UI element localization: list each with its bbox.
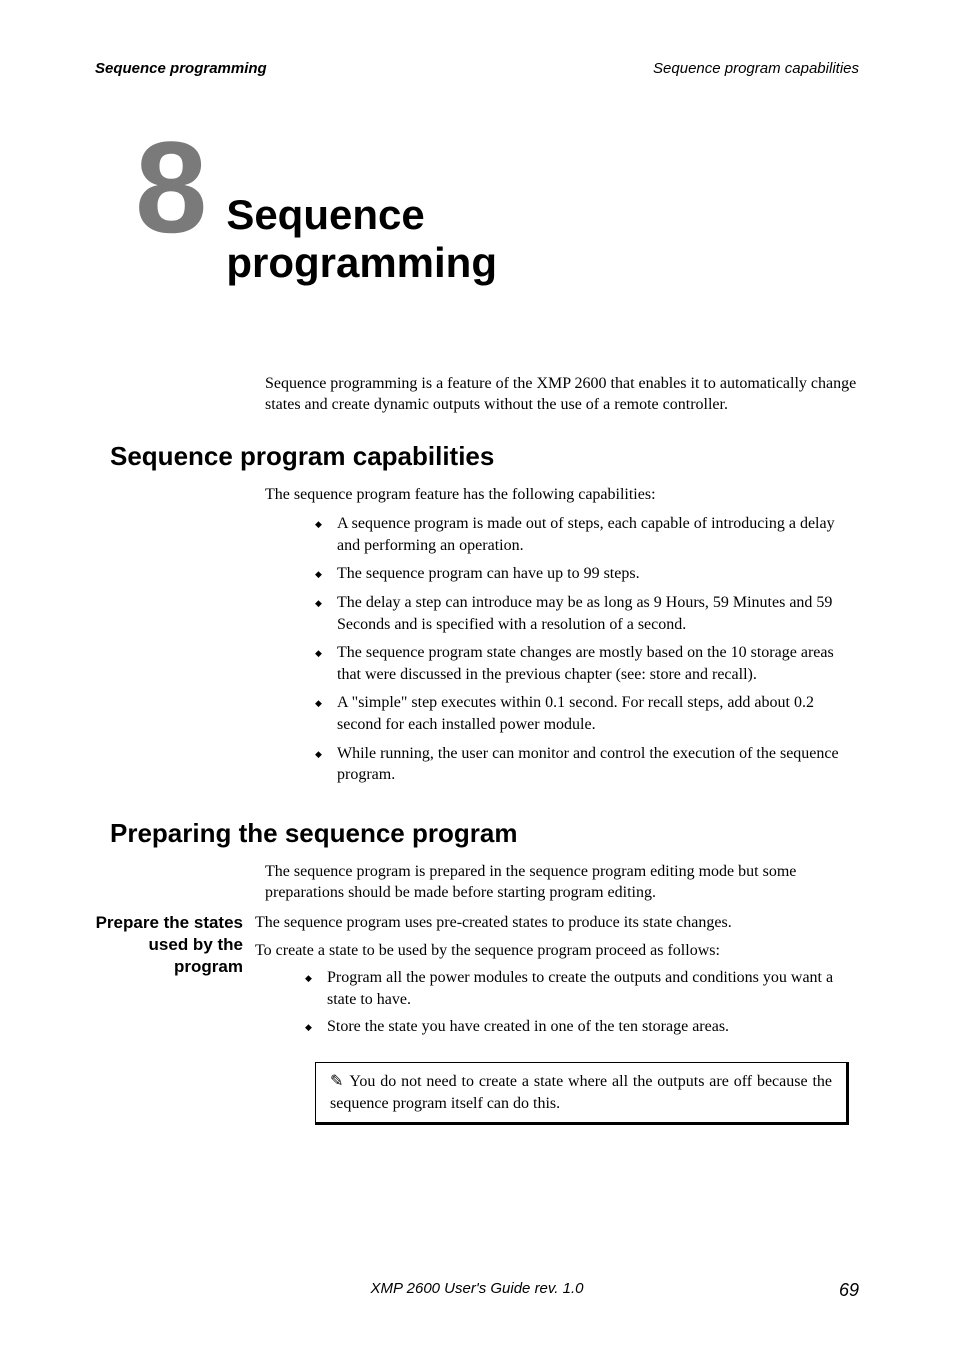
sidebar-content-row: Prepare the states used by the program T…: [95, 912, 859, 1044]
list-item: Store the state you have created in one …: [305, 1016, 859, 1038]
section-capabilities-heading: Sequence program capabilities: [110, 441, 859, 472]
note-icon: ✎: [330, 1073, 343, 1090]
footer-page-number: 69: [839, 1280, 859, 1301]
note-box: ✎You do not need to create a state where…: [315, 1062, 849, 1125]
header-left: Sequence programming: [95, 60, 267, 77]
body-paragraph: To create a state to be used by the sequ…: [255, 940, 859, 962]
sidebar-body: The sequence program uses pre-created st…: [255, 912, 859, 1044]
chapter-block: 8 Sequence programming: [95, 132, 859, 243]
section-preparing-intro: The sequence program is prepared in the …: [265, 861, 859, 904]
page-header: Sequence programming Sequence program ca…: [95, 60, 859, 77]
chapter-title-line1: Sequence: [226, 191, 424, 238]
list-item: The delay a step can introduce may be as…: [315, 592, 849, 635]
prepare-list: Program all the power modules to create …: [305, 967, 859, 1038]
list-item: A "simple" step executes within 0.1 seco…: [315, 692, 849, 735]
footer-center: XMP 2600 User's Guide rev. 1.0: [371, 1280, 584, 1297]
chapter-title-line2: programming: [226, 239, 497, 286]
section-capabilities-intro: The sequence program feature has the fol…: [265, 484, 859, 506]
sidebar-label: Prepare the states used by the program: [95, 912, 255, 1044]
body-paragraph: The sequence program uses pre-created st…: [255, 912, 859, 934]
header-right: Sequence program capabilities: [653, 60, 859, 77]
page-footer: XMP 2600 User's Guide rev. 1.0 69: [95, 1280, 859, 1301]
list-item: The sequence program can have up to 99 s…: [315, 563, 849, 585]
capabilities-list: A sequence program is made out of steps,…: [315, 513, 849, 786]
list-item: Program all the power modules to create …: [305, 967, 859, 1010]
list-item: The sequence program state changes are m…: [315, 642, 849, 685]
list-item: While running, the user can monitor and …: [315, 743, 849, 786]
list-item: A sequence program is made out of steps,…: [315, 513, 849, 556]
chapter-number: 8: [135, 132, 207, 243]
section-preparing-heading: Preparing the sequence program: [110, 818, 859, 849]
intro-paragraph: Sequence programming is a feature of the…: [265, 373, 859, 416]
note-text: You do not need to create a state where …: [330, 1073, 832, 1112]
chapter-title: Sequence programming: [226, 191, 497, 288]
